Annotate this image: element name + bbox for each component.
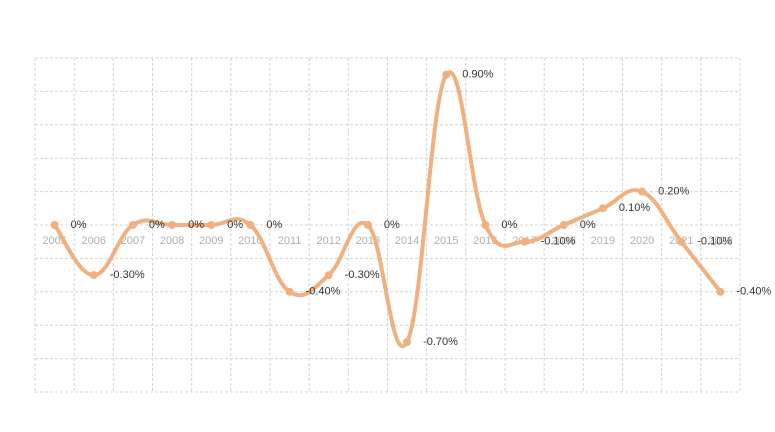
point bbox=[716, 287, 725, 296]
x-tick-label: 2010 bbox=[238, 235, 262, 247]
data-label: 0% bbox=[580, 219, 596, 231]
data-label: 0% bbox=[227, 219, 243, 231]
data-label: -0.40% bbox=[306, 286, 341, 298]
point bbox=[442, 70, 451, 79]
x-tick-label: 2022 bbox=[708, 235, 732, 247]
point bbox=[128, 221, 137, 229]
data-label: 0.20% bbox=[658, 186, 689, 198]
data-label: 0% bbox=[188, 219, 204, 231]
x-tick-label: 2011 bbox=[278, 235, 302, 247]
point bbox=[481, 221, 490, 229]
data-label: 0% bbox=[501, 219, 517, 231]
data-label: 0% bbox=[266, 219, 282, 231]
point bbox=[638, 187, 647, 196]
data-label: 0.10% bbox=[619, 202, 650, 214]
point bbox=[246, 221, 255, 229]
x-tick-label: 2014 bbox=[395, 235, 419, 247]
data-label: 0% bbox=[149, 219, 165, 231]
point bbox=[677, 237, 686, 246]
data-label: -0.10% bbox=[541, 236, 576, 248]
data-label: -0.70% bbox=[423, 336, 458, 348]
x-tick-label: 2008 bbox=[160, 235, 184, 247]
data-label: 0% bbox=[384, 219, 400, 231]
data-label: -0.10% bbox=[697, 236, 732, 248]
point bbox=[168, 221, 177, 229]
x-tick-label: 2009 bbox=[199, 235, 223, 247]
data-label: 0% bbox=[71, 219, 87, 231]
point bbox=[207, 221, 216, 229]
data-label: -0.30% bbox=[345, 269, 380, 281]
data-label: -0.40% bbox=[736, 286, 771, 298]
point bbox=[598, 204, 607, 213]
point bbox=[520, 237, 529, 246]
data-label: 0.90% bbox=[462, 69, 493, 81]
x-tick-label: 2015 bbox=[434, 235, 458, 247]
x-tick-label: 2019 bbox=[591, 235, 615, 247]
data-label: -0.30% bbox=[110, 269, 145, 281]
point bbox=[50, 221, 59, 229]
point bbox=[285, 287, 294, 296]
point bbox=[89, 271, 98, 280]
x-tick-label: 2006 bbox=[82, 235, 106, 247]
point bbox=[403, 337, 412, 346]
point bbox=[559, 221, 568, 229]
x-tick-label: 2007 bbox=[121, 235, 145, 247]
point bbox=[324, 271, 333, 280]
x-tick-label: 2012 bbox=[317, 235, 341, 247]
point bbox=[363, 221, 372, 229]
x-tick-label: 2020 bbox=[630, 235, 654, 247]
x-tick-label: 2018 bbox=[552, 235, 576, 247]
